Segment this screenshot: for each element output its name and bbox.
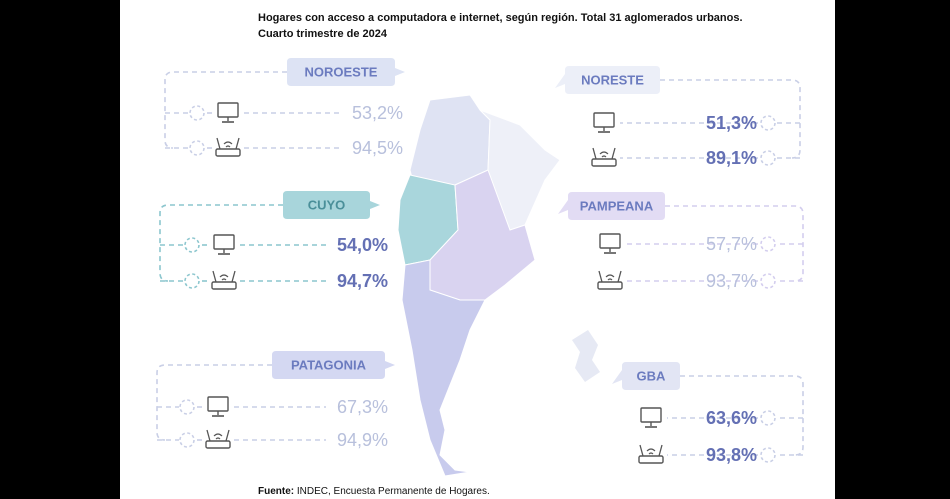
computer-share: 54,0% [337,235,388,255]
source-label: Fuente: [258,486,294,497]
dot-ring [184,273,200,289]
router-icon [638,455,664,464]
region-group: CUYO 54,0% 94,7% [159,191,388,291]
computer-icon [593,112,615,128]
router-icon-antenna [592,147,597,160]
router-icon [591,158,617,167]
dot-ring [189,140,205,156]
region-name: CUYO [308,197,346,212]
router-icon-antenna [216,137,221,150]
router-icon-wave [225,145,231,148]
router-icon-antenna [611,147,616,160]
bracket [680,375,804,456]
router-icon-antenna [206,429,211,442]
router-icon-wave [601,155,607,158]
router-icon-wave [648,452,654,455]
region-label-box [283,191,380,219]
router-icon [597,281,623,290]
router-icon-wave [221,278,227,281]
region-name: GBA [637,368,667,383]
router-icon-wave [599,151,609,155]
router-icon-antenna [231,270,236,283]
dot-ring [760,236,776,252]
computer-icon [599,233,621,249]
router-icon-wave [215,437,221,440]
region-group: NORESTE 51,3% 89,1% [555,66,801,168]
bracket [660,79,801,159]
computer-icon [217,102,239,118]
region-group: GBA 63,6% 93,8% [612,362,804,465]
region-label-box [272,351,395,379]
dot-ring [760,150,776,166]
router-icon-antenna [617,270,622,283]
router-icon-antenna [235,137,240,150]
router-icon [215,148,241,157]
dot-ring [179,432,195,448]
computer-icon [640,407,662,423]
source-text: INDEC, Encuesta Permanente de Hogares. [297,486,490,497]
bracket [159,204,283,282]
dot-ring [760,115,776,131]
region-name: NORESTE [581,72,644,87]
router-icon-antenna [598,270,603,283]
computer-share: 63,6% [706,408,757,428]
computer-icon [213,234,235,250]
region-label-box [287,58,405,86]
computer-share: 51,3% [706,113,757,133]
router-icon-antenna [639,444,644,457]
bracket [164,71,287,149]
internet-share: 94,9% [337,430,388,450]
map [397,94,600,477]
router-icon [211,281,237,290]
region-group: NOROESTE 53,2% 94,5% [164,58,405,158]
dot-ring [760,273,776,289]
router-icon-wave [605,274,615,278]
router-icon-antenna [225,429,230,442]
internet-share: 94,7% [337,271,388,291]
region-label-box [612,362,680,390]
subtitle: Cuarto trimestre de 2024 [258,28,388,40]
region-label-box [558,192,665,220]
region-group: PAMPEANA 57,7% 93,7% [558,192,804,291]
bracket [665,205,804,282]
dot-ring [189,105,205,121]
internet-share: 93,7% [706,271,757,291]
router-icon-wave [646,448,656,452]
computer-share: 53,2% [352,103,403,123]
dot-ring [760,447,776,463]
internet-share: 89,1% [706,148,757,168]
map-patagonia [401,259,486,477]
source: Fuente: INDEC, Encuesta Permanente de Ho… [258,486,490,497]
internet-share: 94,5% [352,138,403,158]
region-name: PAMPEANA [580,198,654,213]
dot-ring [760,410,776,426]
region-label-box [555,66,660,94]
map-pampeana [429,169,536,301]
region-name: PATAGONIA [291,357,367,372]
bracket [156,364,272,441]
router-icon-antenna [212,270,217,283]
router-icon-wave [607,278,613,281]
dot-ring [184,237,200,253]
region-name: NOROESTE [305,64,378,79]
router-icon [205,440,231,449]
region-group: PATAGONIA 67,3% 94,9% [156,351,395,450]
computer-icon [207,396,229,412]
router-icon-wave [219,274,229,278]
computer-share: 67,3% [337,397,388,417]
title: Hogares con acceso a computadora e inter… [258,12,743,24]
internet-share: 93,8% [706,445,757,465]
dot-ring [179,399,195,415]
router-icon-antenna [658,444,663,457]
router-icon-wave [223,141,233,145]
map-gba [572,330,600,382]
router-icon-wave [213,433,223,437]
computer-share: 57,7% [706,234,757,254]
